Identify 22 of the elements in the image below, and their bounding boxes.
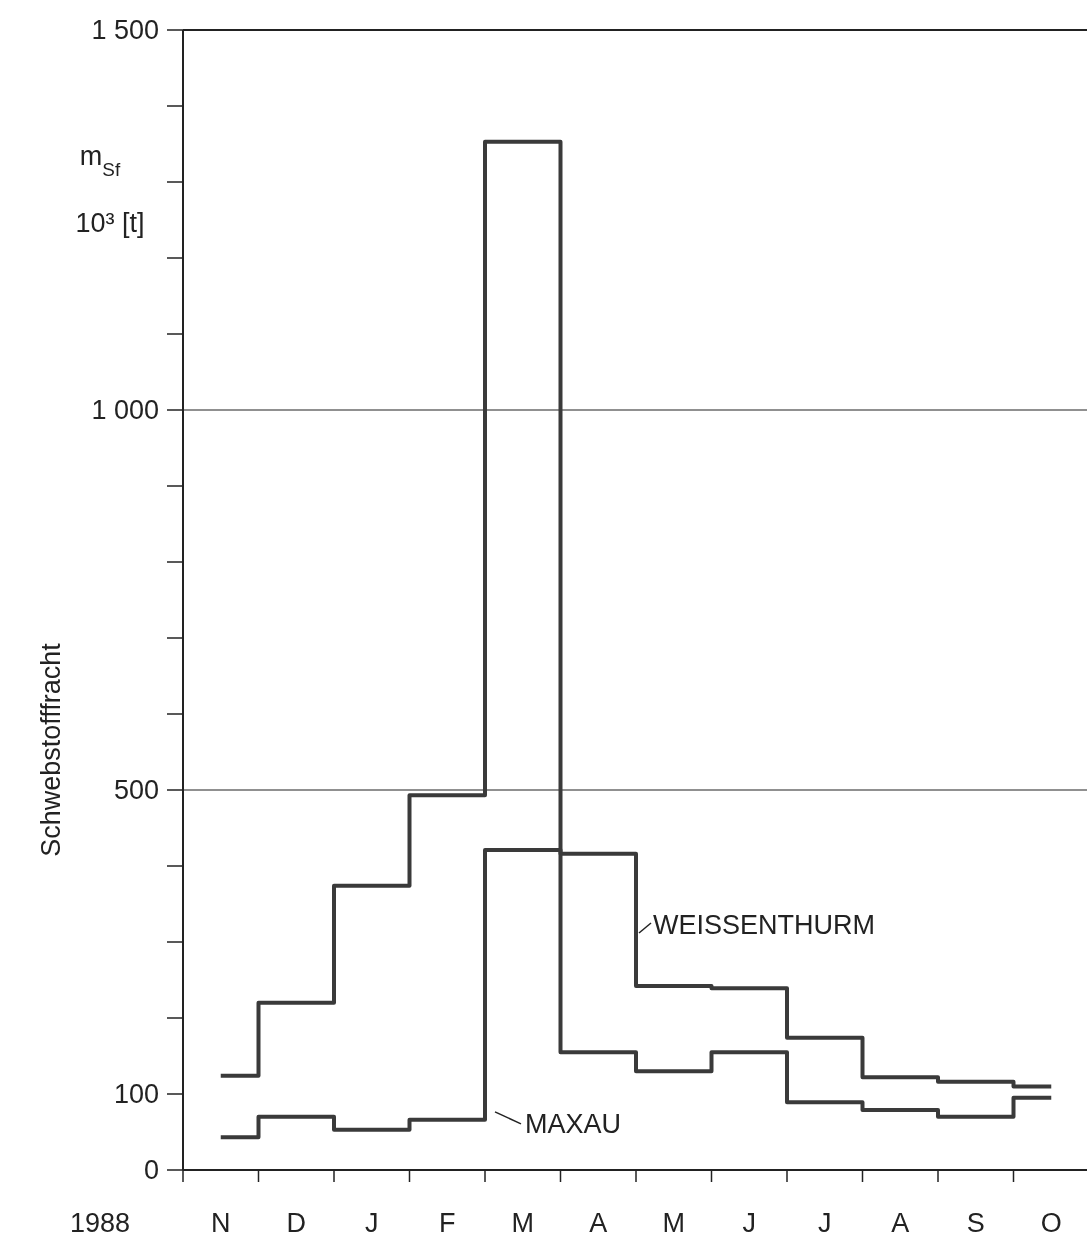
y-tick-label: 0 (143, 1155, 159, 1186)
x-tick-label: J (818, 1208, 832, 1238)
series-label: WEISSENTHURM (653, 910, 875, 941)
y-tick-label: 1 500 (91, 15, 159, 46)
x-tick-label: A (589, 1208, 608, 1238)
x-tick-label: J (365, 1208, 379, 1238)
x-tick-label: D (286, 1208, 306, 1238)
y-tick-label: 500 (113, 775, 159, 806)
text: m$_{Sf}$ 10³ [t] (75, 141, 145, 238)
y-tick-label: 100 (113, 1079, 159, 1110)
x-tick-label: J (742, 1208, 756, 1238)
x-tick-label: S (966, 1208, 985, 1238)
y-axis-title: Schwebstofffracht (36, 642, 66, 857)
x-tick-label: O (1040, 1208, 1062, 1238)
x-tick-label: F (439, 1208, 456, 1238)
y-tick-label: 1 000 (91, 395, 159, 426)
x-tick-label: M (662, 1208, 685, 1238)
x-tick-label: M (511, 1208, 534, 1238)
x-tick-label: A (891, 1208, 910, 1238)
series-label: MAXAU (525, 1109, 622, 1140)
x-tick-label: N (211, 1208, 231, 1238)
text: 1988 (69, 1208, 131, 1238)
